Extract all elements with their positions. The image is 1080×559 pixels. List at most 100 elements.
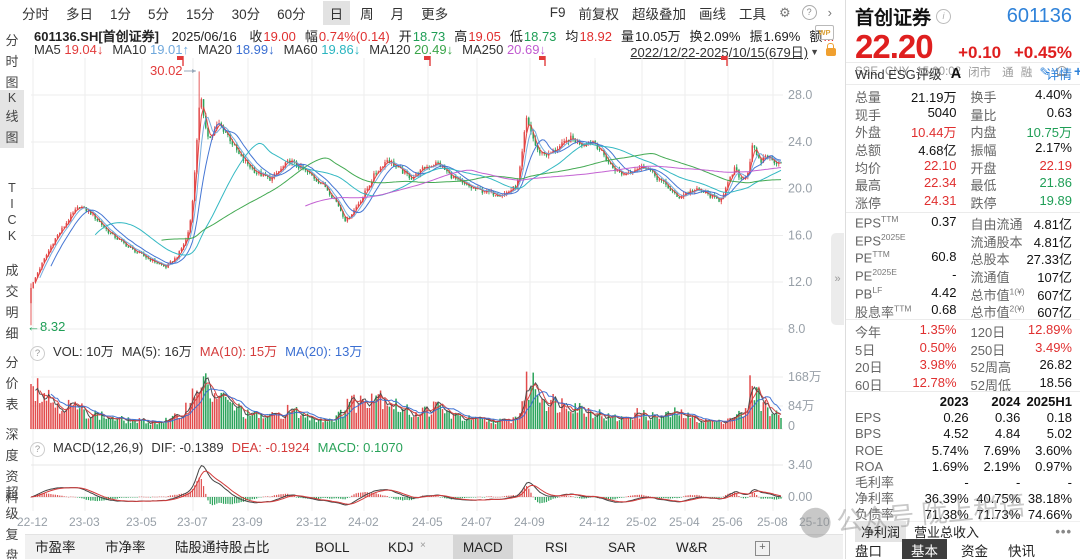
svg-text:0: 0 xyxy=(788,419,795,433)
cell-自由流通: 自由流通 4.81亿 xyxy=(970,217,1073,232)
cell-PE: PE2025E - xyxy=(855,267,957,284)
help-icon[interactable]: ? xyxy=(30,346,45,361)
panel-tab-快讯[interactable]: 快讯 xyxy=(1008,543,1035,559)
date-range-text[interactable]: 2022/12/22-2025/10/15(679日) xyxy=(630,45,809,60)
stock-code-label: 601136.SH[首创证券] xyxy=(34,29,159,44)
panel-tab-资金[interactable]: 资金 xyxy=(961,543,988,559)
panel-collapse-handle[interactable]: » xyxy=(831,233,844,325)
cell-跌停: 跌停 19.89 xyxy=(970,193,1073,212)
fin-row: 毛利率 - - - xyxy=(855,475,1072,491)
cell-PB: PBLF 4.42 xyxy=(855,284,957,302)
fin-cell: 0.26 xyxy=(943,410,969,426)
sidebar-item-分时图[interactable]: 分时图 xyxy=(5,33,19,90)
indicator-tab-市净率[interactable]: 市净率 xyxy=(105,540,146,555)
period-tab-15分[interactable]: 15分 xyxy=(186,6,215,22)
period-tab-1分[interactable]: 1分 xyxy=(110,6,132,22)
svg-text:0.00: 0.00 xyxy=(788,490,812,504)
x-tick-25-08: 25-08 xyxy=(757,515,788,529)
topbar-tools: F9 前复权 超级叠加 画线 工具 ⚙? › xyxy=(550,3,843,23)
quote-panel: 首创证券 i 601136 22.20 +0.10 +0.45% SSE CNY… xyxy=(845,0,1080,559)
svg-text:12.0: 12.0 xyxy=(788,275,812,289)
period-tab-多日[interactable]: 多日 xyxy=(66,6,93,22)
period-tab-日[interactable]: 日 xyxy=(322,0,351,25)
indicator-tab-市盈率[interactable]: 市盈率 xyxy=(35,540,76,555)
info-icon[interactable]: i xyxy=(936,9,952,24)
fin-row: 负债率 71.38% 71.73% 74.66% xyxy=(855,507,1072,523)
price-change: +0.10 +0.45% xyxy=(950,43,1072,63)
quote-time: 15:00:02 xyxy=(916,65,962,78)
sidebar-item-深度资料[interactable]: 深度资料 xyxy=(5,427,19,505)
x-tick-22-12: 22-12 xyxy=(17,515,48,529)
panel-tab-基本[interactable]: 基本 xyxy=(902,538,947,559)
fin-cell: 0.36 xyxy=(995,410,1021,426)
subtab-净利润[interactable]: 净利润 xyxy=(855,520,907,542)
panel-tab-盘口[interactable]: 盘口 xyxy=(855,543,882,559)
period-tab-30分[interactable]: 30分 xyxy=(231,6,261,22)
more-icon[interactable]: ••• xyxy=(1055,523,1072,539)
period-tab-周[interactable]: 周 xyxy=(360,6,374,22)
period-tab-更多[interactable]: 更多 xyxy=(421,6,449,22)
fin-cell: 2.19% xyxy=(983,458,1021,474)
cell-PE: PETTM 60.8 xyxy=(855,249,957,266)
help-icon[interactable]: ? xyxy=(801,5,817,20)
indicator-tab-W&R[interactable]: W&R xyxy=(676,540,708,555)
close-icon[interactable]: × xyxy=(420,540,426,551)
date-range-selector[interactable]: 2022/12/22-2025/10/15(679日) ▼ xyxy=(630,42,836,61)
wp-monitor-icon[interactable]: WP xyxy=(815,25,834,40)
period-tab-分时[interactable]: 分时 xyxy=(22,6,49,22)
chevron-down-icon[interactable]: ▼ xyxy=(810,46,819,57)
indicator-tab-KDJ[interactable]: KDJ xyxy=(388,540,414,555)
tool-工具[interactable]: 工具 xyxy=(739,6,766,22)
add-watchlist-icon[interactable]: + xyxy=(1073,63,1080,79)
indicator-tab-陆股通持股占比[interactable]: 陆股通持股占比 xyxy=(175,540,270,555)
tool-前复权[interactable]: 前复权 xyxy=(578,6,620,22)
alert-bell-icon[interactable] xyxy=(1056,66,1067,76)
financials-table: 2023 2024 2025H1 EPS 0.26 0.36 0.18 BPS 4.52 4.84… xyxy=(846,391,1080,524)
edit-icon[interactable]: ✎ xyxy=(1039,65,1050,79)
market-state: 闭市 xyxy=(968,66,992,79)
tool-F9[interactable]: F9 xyxy=(549,5,566,20)
fin-cell: 3.60% xyxy=(1035,442,1072,458)
returns-row: 20日 3.98% 52周高 26.82 xyxy=(855,357,1072,375)
add-indicator-icon[interactable]: + xyxy=(755,541,770,556)
valuation-grid: EPSTTM 0.37 自由流通 4.81亿 EPS2025E 流通股本 4.81亿 PETT… xyxy=(846,212,1080,320)
help-icon[interactable]: ? xyxy=(30,442,45,457)
ma-legend-MA10: MA10 19.01↑ xyxy=(112,42,190,57)
cell-现手: 现手 5040 xyxy=(855,104,957,123)
candle-date: 2025/06/16 xyxy=(171,29,237,44)
field-低: 低18.73 xyxy=(509,29,557,44)
x-tick-24-09: 24-09 xyxy=(514,515,545,529)
indicator-tab-MACD[interactable]: MACD xyxy=(453,535,513,559)
period-tab-60分[interactable]: 60分 xyxy=(277,6,306,22)
esg-detail-link[interactable]: 详情 xyxy=(1045,67,1072,82)
indicator-tab-SAR[interactable]: SAR xyxy=(608,540,636,555)
indicator-tab-RSI[interactable]: RSI xyxy=(545,540,568,555)
tool-超级叠加[interactable]: 超级叠加 xyxy=(632,6,686,22)
esg-label: Wind ESG评级 xyxy=(855,67,942,82)
subtab-营业总收入[interactable]: 营业总收入 xyxy=(914,524,980,540)
kline-chart[interactable]: 28.0 24.0 20.0 16.0 12.0 8.0 168万 84万 0 3.40 0.00 3… xyxy=(25,55,843,514)
unlock-icon[interactable] xyxy=(826,42,836,56)
fin-cell: 4.84 xyxy=(995,426,1021,442)
fin-cell: 7.69% xyxy=(983,442,1021,458)
sidebar-item-超级复盘[interactable]: 超级复盘 xyxy=(5,485,19,559)
cell-今年: 今年 1.35% xyxy=(855,322,957,340)
ma-legend-MA5: MA5 19.04↓ xyxy=(34,42,104,57)
quote-row: 总额 4.68亿 振幅 2.17% xyxy=(855,140,1072,158)
chevron-right-icon[interactable]: › xyxy=(827,5,832,20)
sidebar-item-成交明细[interactable]: 成交明细 xyxy=(5,263,19,341)
tool-画线[interactable]: 画线 xyxy=(699,6,726,22)
period-tab-5分[interactable]: 5分 xyxy=(148,6,170,22)
period-tab-月[interactable]: 月 xyxy=(390,6,405,22)
panel-bottom-tabs: 盘口 基本 资金 快讯 xyxy=(846,538,1080,559)
x-tick-25-06: 25-06 xyxy=(712,515,743,529)
indicator-tab-BOLL[interactable]: BOLL xyxy=(315,540,350,555)
sidebar-item-分价表[interactable]: 分价表 xyxy=(5,355,19,412)
fin-cell: 36.39% xyxy=(924,491,969,507)
x-tick-25-02: 25-02 xyxy=(626,515,657,529)
svg-text:20.0: 20.0 xyxy=(788,182,812,196)
gear-icon[interactable]: ⚙ xyxy=(779,4,791,20)
valuation-row: EPS2025E 流通股本 4.81亿 xyxy=(855,232,1072,250)
